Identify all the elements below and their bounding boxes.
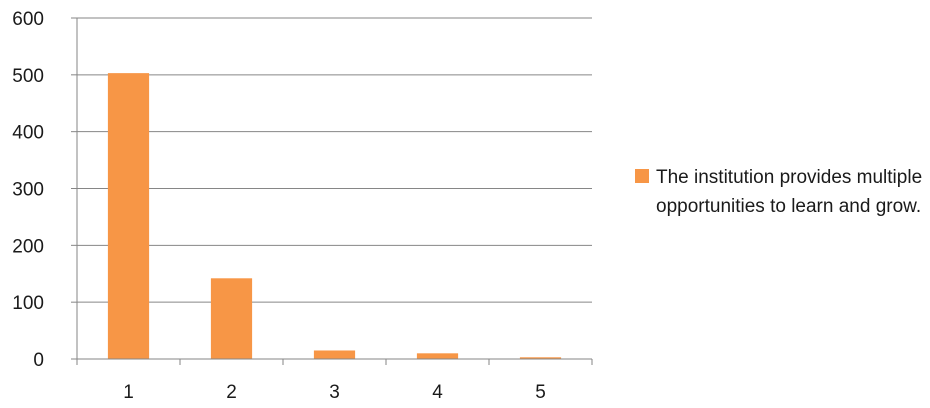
bar-2 — [210, 278, 253, 359]
x-tick-label-3: 3 — [329, 382, 340, 403]
y-tick-label-400: 400 — [12, 123, 44, 144]
y-tick-label-600: 600 — [12, 9, 44, 30]
x-tick-label-4: 4 — [432, 382, 443, 403]
x-tick-label-1: 1 — [123, 382, 134, 403]
axes — [71, 17, 593, 365]
bar-5 — [519, 357, 562, 359]
legend-label: The institution provides multiple opport… — [656, 167, 923, 217]
gridlines — [77, 17, 592, 303]
y-tick-label-200: 200 — [12, 236, 44, 257]
x-tick-label-2: 2 — [226, 382, 237, 403]
y-tick-label-500: 500 — [12, 66, 44, 87]
bar-3 — [313, 350, 356, 359]
bars — [107, 73, 562, 360]
legend-swatch — [635, 169, 649, 183]
bar-4 — [416, 353, 459, 359]
tick-labels: 0 100 200 300 400 500 600 1 2 3 4 5 — [12, 9, 545, 403]
y-tick-label-0: 0 — [33, 350, 44, 371]
bar-1 — [107, 73, 150, 360]
x-tick-label-5: 5 — [535, 382, 546, 403]
y-tick-label-300: 300 — [12, 180, 44, 201]
y-tick-label-100: 100 — [12, 293, 44, 314]
